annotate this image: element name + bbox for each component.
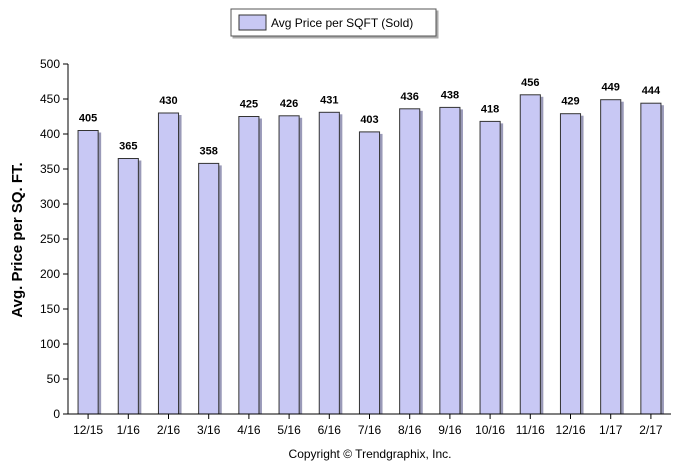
x-tick-label: 8/16 (398, 423, 422, 437)
bar (157, 112, 180, 415)
y-tick-label: 450 (40, 92, 60, 106)
bar-value-label: 438 (441, 89, 459, 101)
x-tick-label: 11/16 (516, 423, 545, 437)
y-tick-label: 400 (40, 127, 60, 141)
y-tick-label: 500 (40, 57, 60, 71)
legend-swatch (238, 14, 267, 31)
y-tick-label: 350 (40, 162, 60, 176)
x-tick-label: 4/16 (237, 423, 261, 437)
bar-value-label: 456 (521, 77, 539, 89)
bar-value-label: 430 (159, 95, 177, 107)
bars: 405 365 430 358 425 426 431 403 436 438 418 456 429 4… (77, 77, 664, 415)
x-tick-label: 12/16 (555, 423, 585, 437)
bar-value-label: 425 (240, 99, 258, 111)
y-tick-label: 300 (40, 197, 60, 211)
bar (479, 120, 501, 415)
copyright-text: Copyright © Trendgraphix, Inc. (289, 447, 452, 461)
x-tick-label: 5/16 (277, 423, 301, 437)
y-tick-label: 250 (40, 232, 60, 246)
x-tick-label: 1/16 (117, 423, 141, 437)
y-tick-label: 0 (53, 407, 60, 421)
bar-value-label: 444 (642, 85, 661, 97)
y-tick-label: 100 (40, 337, 60, 351)
bar-value-label: 358 (200, 145, 218, 157)
x-tick-label: 1/17 (599, 423, 623, 437)
bar-value-label: 418 (481, 103, 499, 115)
x-tick-label: 3/16 (197, 423, 221, 437)
bar-value-label: 426 (280, 98, 298, 110)
y-axis-ticks: 0 50 100 150 200 250 300 350 400 450 500 (40, 57, 68, 421)
x-tick-label: 6/16 (318, 423, 342, 437)
bar (278, 115, 300, 415)
x-tick-label: 2/16 (157, 423, 181, 437)
bar (318, 111, 340, 415)
bar-value-label: 429 (561, 96, 579, 108)
bar (117, 158, 139, 415)
y-tick-label: 50 (47, 372, 61, 386)
y-tick-label: 200 (40, 267, 60, 281)
bar (198, 162, 220, 415)
bar-value-label: 405 (79, 113, 97, 125)
x-tick-label: 10/16 (475, 423, 505, 437)
legend-label: Avg Price per SQFT (Sold) (271, 16, 413, 30)
bar (519, 94, 541, 415)
bar-value-label: 449 (602, 82, 620, 94)
bar-value-label: 431 (320, 94, 338, 106)
bar (238, 116, 260, 415)
x-tick-label: 9/16 (438, 423, 462, 437)
y-tick-label: 150 (40, 302, 60, 316)
x-tick-label: 12/15 (73, 423, 103, 437)
bar (358, 131, 381, 415)
x-tick-label: 7/16 (358, 423, 382, 437)
bar (640, 102, 662, 415)
bar-value-label: 436 (401, 91, 419, 103)
bar (399, 108, 421, 415)
x-axis-ticks: 12/15 1/16 2/16 3/16 4/16 5/16 6/16 7/16 8/16 9/1… (73, 414, 663, 437)
bar (559, 113, 582, 415)
bar (439, 106, 461, 415)
bar-value-label: 403 (360, 114, 378, 126)
x-tick-label: 2/17 (639, 423, 663, 437)
bar-value-label: 365 (119, 141, 137, 153)
bar (600, 99, 622, 415)
bar (77, 130, 99, 415)
legend: Avg Price per SQFT (Sold) (230, 8, 437, 37)
y-axis-label: Avg. Price per SQ. FT. (9, 162, 26, 317)
